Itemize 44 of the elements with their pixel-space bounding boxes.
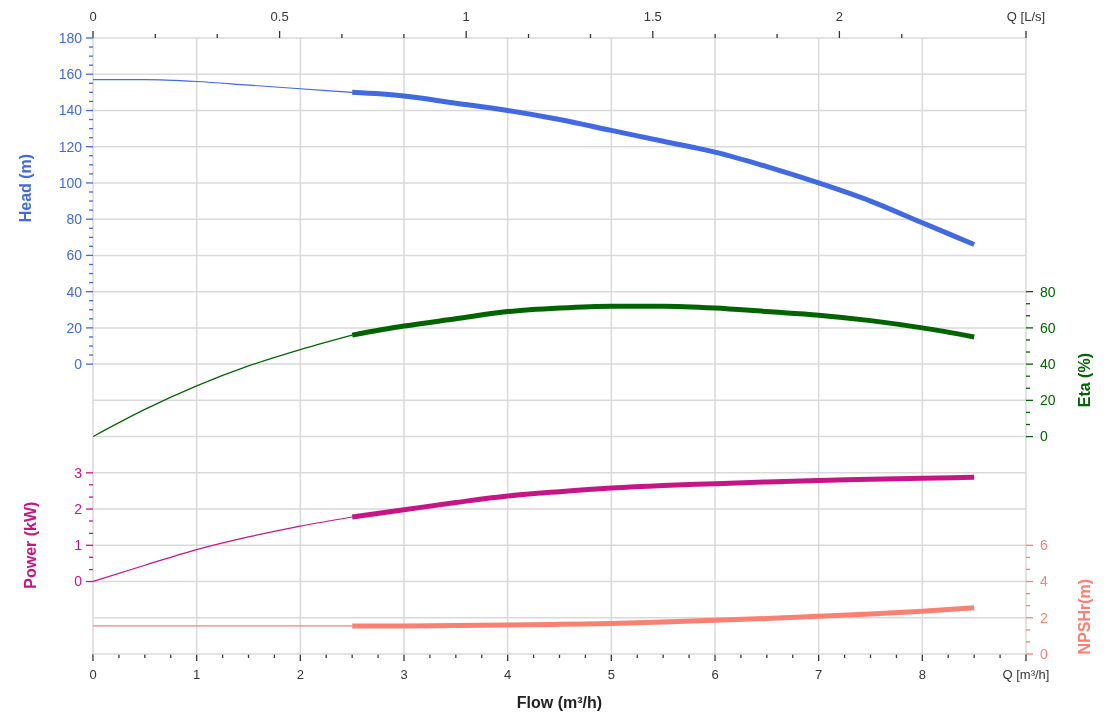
x-tick-label: 7 bbox=[815, 666, 823, 682]
y2-tick-label: 6 bbox=[1040, 537, 1048, 554]
y-tick-label: 3 bbox=[74, 464, 83, 481]
x-tick-label: 0 bbox=[89, 666, 97, 682]
y2-tick-label: 20 bbox=[1040, 392, 1056, 409]
x-tick-label: 1 bbox=[193, 666, 201, 682]
y2-axis-title: Eta (%) bbox=[1075, 353, 1093, 408]
y-tick-label: 40 bbox=[66, 283, 83, 300]
y-axis-title: Power (kW) bbox=[21, 501, 39, 589]
y-tick-label: 100 bbox=[58, 174, 83, 191]
y2-tick-label: 60 bbox=[1040, 319, 1056, 336]
y-tick-label: 60 bbox=[66, 247, 83, 264]
y-tick-label: 1 bbox=[74, 537, 83, 554]
x-tick-label: 2 bbox=[296, 666, 304, 682]
x-tick-label: 3 bbox=[400, 666, 408, 682]
y-tick-label: 120 bbox=[58, 138, 83, 155]
y-tick-label: 180 bbox=[58, 29, 83, 46]
x2-tick-label: 0.5 bbox=[270, 8, 289, 24]
x-tick-label: 5 bbox=[607, 666, 615, 682]
y-tick-label: 0 bbox=[74, 573, 83, 590]
x-tick-label: 4 bbox=[504, 666, 512, 682]
y-tick-label: 80 bbox=[66, 211, 83, 228]
y2-tick-label: 80 bbox=[1040, 283, 1056, 300]
y-axis-title: Head (m) bbox=[16, 153, 34, 223]
y2-tick-label: 2 bbox=[1040, 609, 1048, 626]
y-tick-label: 0 bbox=[74, 356, 83, 373]
x2-tick-label: Q [L/s] bbox=[1006, 8, 1046, 24]
y-tick-label: 20 bbox=[66, 319, 83, 336]
x2-tick-label: 1.5 bbox=[643, 8, 662, 24]
x2-tick-label: 1 bbox=[462, 8, 470, 24]
y2-tick-label: 40 bbox=[1040, 356, 1056, 373]
y2-axis-title: NPSHr(m) bbox=[1075, 578, 1093, 655]
x-tick-label: 8 bbox=[918, 666, 926, 682]
x-tick-label: Q [m³/h] bbox=[1002, 666, 1050, 682]
x-tick-label: 6 bbox=[711, 666, 719, 682]
x2-tick-label: 2 bbox=[835, 8, 844, 24]
y2-tick-label: 4 bbox=[1040, 573, 1048, 590]
x2-tick-label: 0 bbox=[89, 8, 97, 24]
y-tick-label: 140 bbox=[58, 102, 83, 119]
y-tick-label: 160 bbox=[58, 66, 83, 83]
y2-tick-label: 0 bbox=[1040, 645, 1048, 662]
y-tick-label: 2 bbox=[74, 500, 83, 517]
y2-tick-label: 0 bbox=[1040, 428, 1048, 445]
x-axis-title: Flow (m³/h) bbox=[516, 693, 603, 711]
